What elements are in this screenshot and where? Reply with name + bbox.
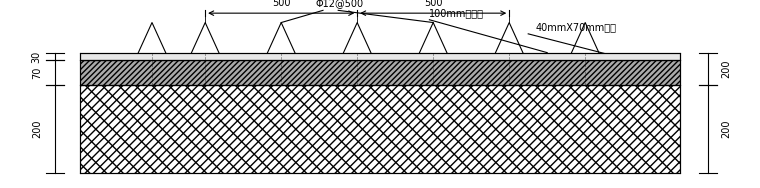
Text: 500: 500	[424, 0, 442, 8]
Text: 30: 30	[32, 50, 42, 63]
Text: 100mm角模板: 100mm角模板	[429, 8, 484, 18]
Bar	[80, 53, 680, 60]
Text: Φ12@500: Φ12@500	[315, 0, 363, 8]
Text: 200: 200	[721, 59, 731, 78]
Bar	[80, 60, 680, 85]
Bar	[80, 85, 680, 173]
Bar	[80, 85, 680, 173]
Text: 40mmX70mm木方: 40mmX70mm木方	[536, 22, 617, 32]
Text: 200: 200	[721, 120, 731, 138]
Text: 500: 500	[272, 0, 290, 8]
Text: 70: 70	[32, 66, 42, 79]
Text: 200: 200	[32, 120, 42, 138]
